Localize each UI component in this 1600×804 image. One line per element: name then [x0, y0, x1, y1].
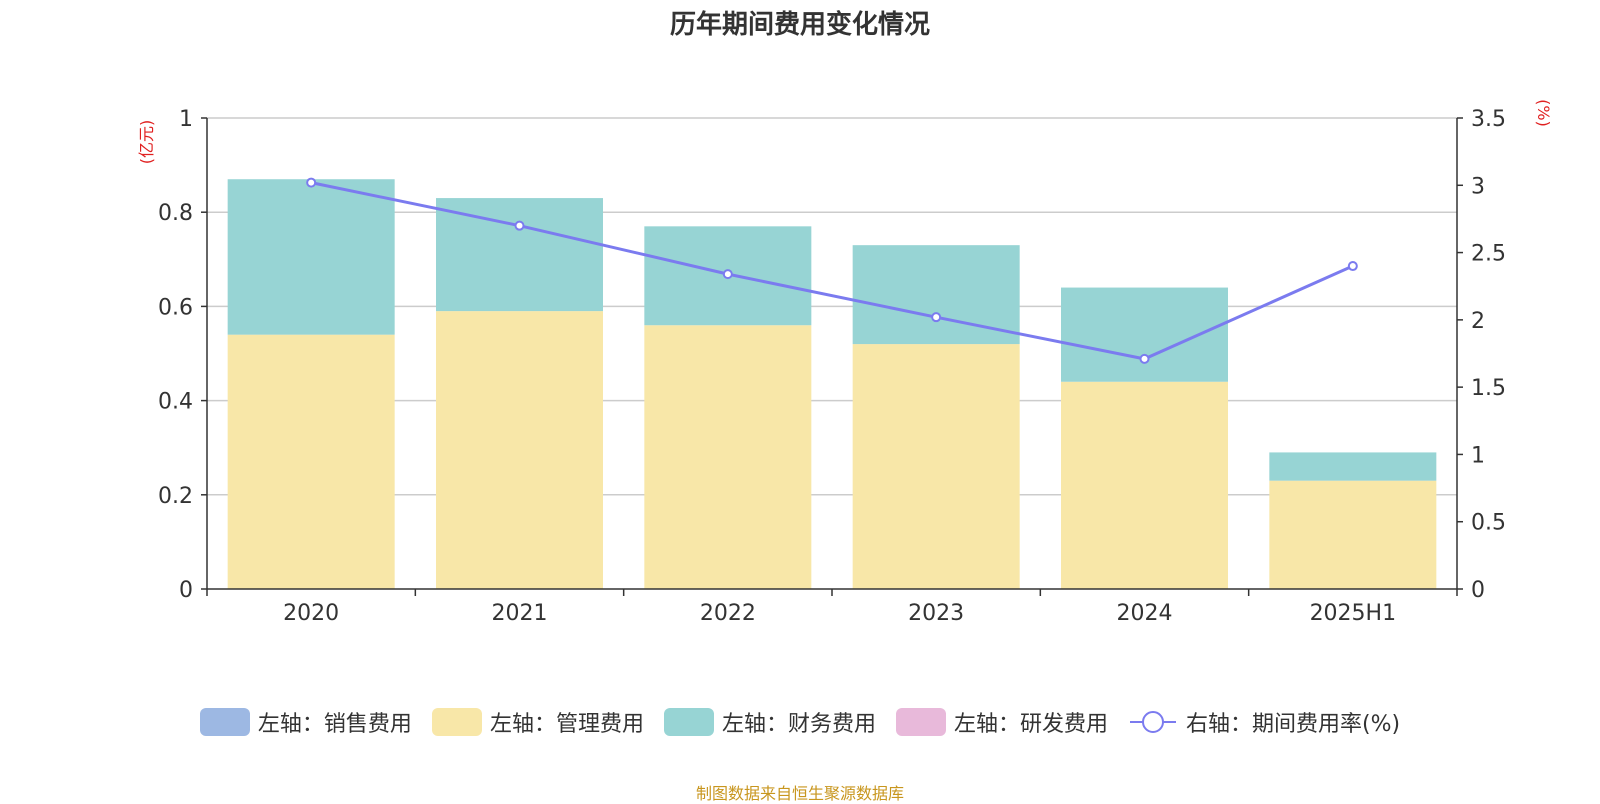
bar [852, 344, 1020, 589]
right-axis-tick-label: 3 [1471, 174, 1485, 199]
bar [436, 198, 603, 312]
left-axis-tick-label: 0.2 [158, 484, 193, 509]
right-axis-tick-label: 2.5 [1471, 242, 1506, 267]
bar [227, 334, 395, 589]
bar [1061, 381, 1228, 589]
legend-swatch [431, 708, 482, 736]
x-axis-tick-label: 2021 [492, 601, 548, 626]
source-note: 制图数据来自恒生聚源数据库 [695, 784, 904, 803]
right-axis-tick-label: 2 [1471, 309, 1485, 334]
line-point [722, 269, 733, 280]
x-axis-tick-label: 2023 [908, 601, 964, 626]
x-axis-tick-label: 2024 [1117, 601, 1173, 626]
bar [1269, 480, 1437, 589]
right-axis-tick-label: 0.5 [1471, 511, 1506, 536]
legend-label: 右轴：期间费用率(%) [1185, 712, 1401, 737]
legend-label: 左轴：销售费用 [257, 712, 412, 737]
chart-plot: 0 0.2 0.4 0.6 0.8 1 0 0.5 1 1.5 2 2.5 3 3.5 (亿元) (%) 202… [137, 99, 1553, 626]
x-axis-tick-label: 2020 [283, 601, 339, 626]
legend-swatch [199, 708, 250, 736]
line-point [306, 177, 317, 188]
legend-line-marker [1129, 711, 1176, 733]
bar [436, 311, 603, 589]
legend-swatch [895, 708, 946, 736]
line-point [1347, 261, 1358, 272]
bar [1269, 452, 1437, 481]
legend-item: 左轴：销售费用 [199, 706, 412, 738]
legend-label: 左轴：研发费用 [953, 712, 1108, 737]
right-axis-tick-label: 1 [1471, 443, 1485, 468]
bar [1061, 287, 1228, 382]
legend-label: 左轴：财务费用 [721, 712, 876, 737]
legend-label: 左轴：管理费用 [489, 712, 644, 737]
left-axis-tick-label: 1 [179, 107, 193, 132]
legend: 左轴：销售费用 左轴：管理费用 左轴：财务费用 左轴：研发费用 右轴：期间费用率(%) [0, 706, 1600, 738]
x-axis-tick-label: 2022 [700, 601, 756, 626]
line-point [1139, 353, 1150, 364]
left-axis-unit-label: (亿元) [137, 120, 156, 165]
right-axis-tick-label: 3.5 [1471, 107, 1506, 132]
legend-swatch [663, 708, 714, 736]
legend-item: 左轴：研发费用 [895, 706, 1108, 738]
left-axis-tick-label: 0.8 [158, 201, 193, 226]
line-point [514, 220, 525, 231]
left-axis-tick-label: 0.6 [158, 295, 193, 320]
legend-item: 左轴：财务费用 [663, 706, 876, 738]
chart-title: 历年期间费用变化情况 [669, 10, 930, 40]
bar [227, 179, 395, 335]
right-axis-unit-label: (%) [1534, 99, 1553, 127]
bar [644, 325, 812, 589]
right-axis-tick-label: 0 [1471, 578, 1485, 603]
right-axis-tick-label: 1.5 [1471, 376, 1506, 401]
legend-item: 右轴：期间费用率(%) [1128, 706, 1400, 738]
left-axis-tick-label: 0.4 [158, 390, 193, 415]
x-axis-tick-label: 2025H1 [1310, 601, 1397, 626]
legend-item: 左轴：管理费用 [431, 706, 644, 738]
line-series [310, 181, 1354, 361]
line-point [931, 312, 942, 323]
left-axis-tick-label: 0 [179, 578, 193, 603]
